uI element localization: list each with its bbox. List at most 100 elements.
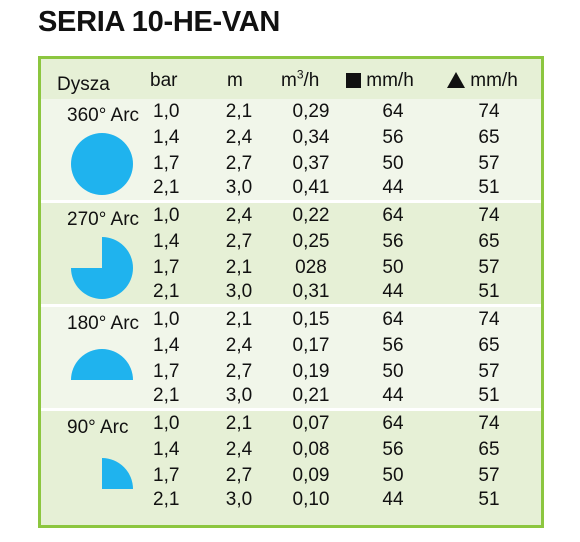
cell-m: 3,0 [225,177,253,198]
cell-bar: 1,7 [153,361,180,382]
group-180-arc: 180° Arc 1,0 2,1 0,15 64 74 1,4 2,4 0,17… [41,307,541,408]
table-row: 1,4 2,4 0,34 56 65 [41,125,541,151]
triangle-icon [447,72,465,88]
cell-m: 3,0 [225,385,253,406]
group-divider [41,200,541,203]
cell-square-rate: 50 [382,153,404,174]
cell-triangle-rate: 51 [478,489,500,510]
cell-m: 2,7 [225,465,253,486]
half-circle-icon [71,349,133,380]
cell-square-rate: 50 [382,465,404,486]
cell-square-rate: 44 [382,177,404,198]
table-row: 1,4 2,4 0,17 56 65 [41,333,541,359]
full-circle-icon [71,133,133,195]
cell-bar: 2,1 [153,489,180,510]
table-row: 2,1 3,0 0,31 44 51 [41,279,541,305]
cell-square-rate: 64 [382,309,404,330]
cell-triangle-rate: 57 [478,153,500,174]
cell-bar: 1,0 [153,101,180,122]
cell-square-rate: 56 [382,335,404,356]
cell-triangle-rate: 65 [478,127,500,148]
cell-bar: 2,1 [153,281,180,302]
cell-square-rate: 64 [382,413,404,434]
three-quarter-circle-icon [71,237,133,299]
table-row: 1,4 2,4 0,08 56 65 [41,437,541,463]
table-row: 1,4 2,7 0,25 56 65 [41,229,541,255]
cell-m: 2,4 [225,335,253,356]
cell-bar: 1,0 [153,413,180,434]
cell-bar: 2,1 [153,177,180,198]
table-header: Dysza bar m m3/h mm/h mm/h [41,59,541,99]
cell-triangle-rate: 65 [478,439,500,460]
cell-square-rate: 64 [382,101,404,122]
group-divider [41,408,541,411]
cell-flow: 028 [295,257,327,278]
cell-m: 3,0 [225,281,253,302]
cell-bar: 1,4 [153,335,180,356]
group-270-arc: 270° Arc 1,0 2,4 0,22 64 74 1,4 2,7 0,25… [41,203,541,304]
cell-flow: 0,15 [292,309,330,330]
cell-flow: 0,41 [292,177,330,198]
table-row: 1,7 2,7 0,09 50 57 [41,463,541,489]
cell-bar: 1,4 [153,127,180,148]
cell-flow: 0,29 [292,101,330,122]
cell-bar: 1,0 [153,309,180,330]
cell-bar: 1,0 [153,205,180,226]
cell-flow: 0,31 [292,281,330,302]
table-row: 2,1 3,0 0,10 44 51 [41,487,541,513]
cell-m: 2,4 [225,205,253,226]
group-divider [41,304,541,307]
cell-flow: 0,07 [292,413,330,434]
arc-label: 90° Arc [67,417,129,438]
cell-m: 3,0 [225,489,253,510]
table-row: 2,1 3,0 0,41 44 51 [41,175,541,201]
cell-flow: 0,37 [292,153,330,174]
table-row: 1,0 2,1 0,15 64 74 [41,307,541,333]
cell-bar: 1,7 [153,257,180,278]
cell-m: 2,7 [225,231,253,252]
cell-triangle-rate: 74 [478,101,500,122]
cell-bar: 1,4 [153,439,180,460]
cell-m: 2,1 [225,101,253,122]
cell-m: 2,4 [225,127,253,148]
cell-flow: 0,19 [292,361,330,382]
cell-m: 2,4 [225,439,253,460]
cell-m: 2,7 [225,153,253,174]
table-row: 1,0 2,1 0,07 64 74 [41,411,541,437]
header-flow: m3/h [281,67,320,91]
table-row: 1,7 2,7 0,19 50 57 [41,359,541,385]
header-nozzle: Dysza [57,74,110,95]
nozzle-table: Dysza bar m m3/h mm/h mm/h 360° Arc 1,0 … [38,56,544,528]
cell-m: 2,1 [225,309,253,330]
cell-triangle-rate: 57 [478,361,500,382]
group-360-arc: 360° Arc 1,0 2,1 0,29 64 74 1,4 2,4 0,34… [41,99,541,200]
cell-bar: 1,7 [153,465,180,486]
cell-m: 2,7 [225,361,253,382]
cell-flow: 0,17 [292,335,330,356]
cell-square-rate: 44 [382,281,404,302]
cell-square-rate: 64 [382,205,404,226]
cell-square-rate: 56 [382,231,404,252]
square-icon [346,73,361,88]
cell-flow: 0,34 [292,127,330,148]
arc-label: 270° Arc [67,209,140,230]
header-m: m [227,70,243,91]
cell-flow: 0,10 [292,489,330,510]
header-triangle-rate: mm/h [447,68,518,94]
cell-flow: 0,08 [292,439,330,460]
table-row: 1,0 2,1 0,29 64 74 [41,99,541,125]
arc-label: 180° Arc [67,313,140,334]
header-square-rate: mm/h [346,68,414,94]
cell-flow: 0,21 [292,385,330,406]
cell-triangle-rate: 57 [478,465,500,486]
quarter-circle-icon [102,458,133,489]
cell-triangle-rate: 74 [478,205,500,226]
table-row: 1,0 2,4 0,22 64 74 [41,203,541,229]
cell-bar: 1,7 [153,153,180,174]
cell-triangle-rate: 65 [478,335,500,356]
cell-flow: 0,22 [292,205,330,226]
cell-square-rate: 56 [382,439,404,460]
cell-square-rate: 44 [382,385,404,406]
cell-flow: 0,09 [292,465,330,486]
cell-triangle-rate: 51 [478,281,500,302]
